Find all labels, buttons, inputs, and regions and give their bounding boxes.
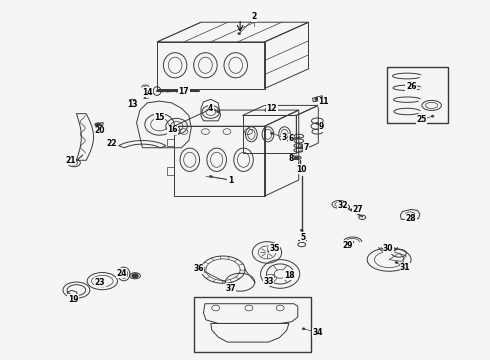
Text: 12: 12 xyxy=(267,104,277,113)
Text: 16: 16 xyxy=(168,125,178,134)
Circle shape xyxy=(122,273,125,275)
Circle shape xyxy=(294,157,297,159)
Text: 3: 3 xyxy=(281,133,287,142)
Text: 29: 29 xyxy=(343,241,353,250)
Bar xyxy=(194,297,311,352)
Text: 14: 14 xyxy=(142,87,152,96)
Text: 10: 10 xyxy=(296,165,306,174)
Text: 23: 23 xyxy=(95,278,105,287)
Text: 8: 8 xyxy=(289,154,294,163)
Circle shape xyxy=(316,122,319,125)
Text: 26: 26 xyxy=(406,82,416,91)
Text: 15: 15 xyxy=(154,113,165,122)
Text: 4: 4 xyxy=(208,104,214,113)
Circle shape xyxy=(268,108,273,112)
Text: 17: 17 xyxy=(179,86,189,95)
Circle shape xyxy=(315,97,320,101)
Text: 9: 9 xyxy=(319,122,324,131)
Circle shape xyxy=(301,145,304,148)
Text: 31: 31 xyxy=(400,264,411,273)
Circle shape xyxy=(395,261,398,264)
Circle shape xyxy=(73,162,75,164)
Circle shape xyxy=(202,269,205,271)
Circle shape xyxy=(268,251,271,253)
Circle shape xyxy=(411,215,414,217)
Text: 2: 2 xyxy=(251,12,256,21)
Circle shape xyxy=(101,280,104,282)
Ellipse shape xyxy=(294,157,299,159)
Circle shape xyxy=(132,273,139,278)
Circle shape xyxy=(231,283,234,285)
Circle shape xyxy=(269,109,272,111)
Circle shape xyxy=(302,328,305,330)
Text: 24: 24 xyxy=(116,269,126,278)
Circle shape xyxy=(107,139,110,141)
Circle shape xyxy=(351,241,354,243)
Text: 28: 28 xyxy=(406,214,416,223)
Text: 34: 34 xyxy=(312,328,322,337)
Circle shape xyxy=(288,272,291,274)
Circle shape xyxy=(95,123,102,128)
Bar xyxy=(387,67,448,123)
Circle shape xyxy=(238,33,241,35)
Circle shape xyxy=(160,119,163,121)
Text: 32: 32 xyxy=(338,201,348,210)
Text: 13: 13 xyxy=(127,100,138,109)
Text: 33: 33 xyxy=(263,276,274,285)
Circle shape xyxy=(130,102,133,104)
Circle shape xyxy=(270,132,273,134)
Text: 20: 20 xyxy=(94,126,105,135)
Text: 22: 22 xyxy=(107,139,117,148)
Circle shape xyxy=(387,246,390,248)
Circle shape xyxy=(299,165,302,167)
Circle shape xyxy=(165,90,168,92)
Text: 5: 5 xyxy=(300,233,305,242)
Circle shape xyxy=(297,136,300,139)
Circle shape xyxy=(174,128,177,130)
Circle shape xyxy=(144,87,147,90)
Text: 18: 18 xyxy=(284,270,294,279)
Circle shape xyxy=(405,85,408,87)
Text: 7: 7 xyxy=(303,143,309,152)
Text: 1: 1 xyxy=(228,176,233,185)
Circle shape xyxy=(217,111,220,113)
Text: 27: 27 xyxy=(352,205,363,214)
Circle shape xyxy=(209,175,212,177)
Text: 35: 35 xyxy=(269,244,279,253)
Text: 30: 30 xyxy=(383,244,393,253)
Circle shape xyxy=(317,98,320,100)
Text: 6: 6 xyxy=(289,134,294,143)
Circle shape xyxy=(351,208,354,211)
Text: 11: 11 xyxy=(318,97,328,106)
Text: 21: 21 xyxy=(65,156,76,165)
Circle shape xyxy=(431,115,434,117)
Circle shape xyxy=(272,276,275,278)
Text: 36: 36 xyxy=(194,265,204,274)
Text: 37: 37 xyxy=(225,284,236,293)
Circle shape xyxy=(97,125,100,127)
Text: 25: 25 xyxy=(416,115,427,124)
Circle shape xyxy=(341,203,344,206)
Circle shape xyxy=(75,294,78,297)
Circle shape xyxy=(300,229,303,231)
Text: 19: 19 xyxy=(68,294,78,303)
